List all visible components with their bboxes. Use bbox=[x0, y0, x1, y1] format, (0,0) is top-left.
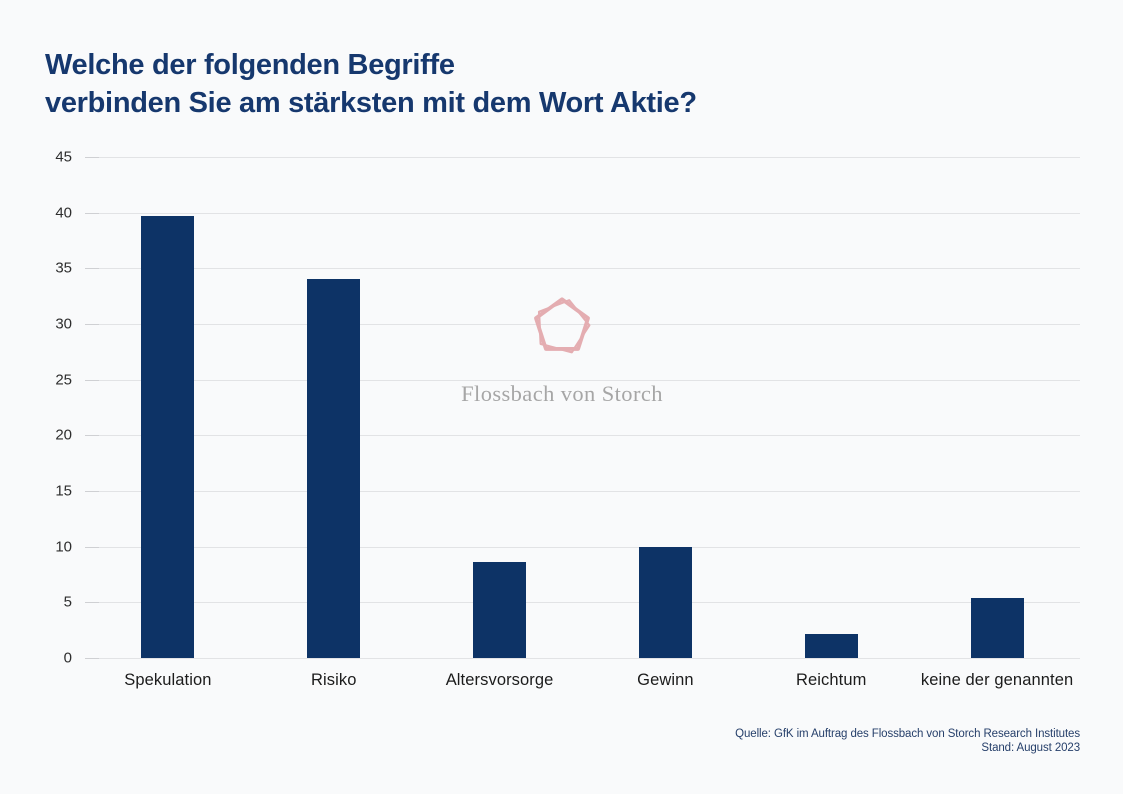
plot-area: Spekulation Risiko Altersvorsorge Gewinn Rei… bbox=[85, 157, 1080, 689]
y-tick-label: 25 bbox=[55, 371, 72, 389]
bar-gewinn bbox=[638, 546, 692, 658]
gridline-35 bbox=[85, 268, 1080, 270]
source-line-1: Quelle: GfK im Auftrag des Flossbach von… bbox=[735, 728, 1080, 740]
x-category-label-keine-der-genannten: keine der genannten bbox=[920, 671, 1074, 689]
y-tick-label: 15 bbox=[55, 482, 72, 500]
gridline-15 bbox=[85, 491, 1080, 492]
x-category-label-spekulation: Spekulation bbox=[124, 671, 212, 689]
y-tick-label: 30 bbox=[55, 315, 72, 333]
gridline-25 bbox=[85, 379, 1080, 381]
y-tick-label: 35 bbox=[55, 259, 72, 277]
x-category-label-risiko: Risiko bbox=[310, 671, 357, 689]
gridline-5 bbox=[85, 602, 1080, 604]
chart-title: Welche der folgenden Begriffe verbinden … bbox=[45, 46, 697, 122]
y-tick-label: 10 bbox=[55, 538, 72, 556]
gridline-20 bbox=[85, 435, 1080, 437]
x-category-label-altersvorsorge: Altersvorsorge bbox=[445, 671, 554, 689]
bar-spekulation bbox=[141, 216, 195, 658]
y-tick-label: 45 bbox=[55, 148, 72, 166]
bar-altersvorsorge bbox=[473, 562, 527, 658]
x-category-label-reichtum: Reichtum bbox=[796, 671, 867, 689]
y-tick-label: 40 bbox=[55, 204, 72, 222]
gridline-10 bbox=[85, 546, 1080, 548]
y-tick-label: 5 bbox=[63, 593, 72, 611]
gridline-45 bbox=[85, 157, 1080, 158]
y-axis-labels: 0 5 10 15 20 25 30 35 40 45 bbox=[30, 149, 72, 667]
gridline-0 bbox=[85, 658, 1080, 659]
source-note: Quelle: GfK im Auftrag des Flossbach von… bbox=[735, 727, 1080, 755]
x-category-label-gewinn: Gewinn bbox=[637, 671, 694, 689]
chart-title-line-1: Welche der folgenden Begriffe bbox=[45, 49, 455, 81]
bar-risiko bbox=[307, 279, 361, 658]
bar-reichtum bbox=[804, 633, 858, 658]
source-line-2: Stand: August 2023 bbox=[981, 742, 1080, 754]
y-tick-label: 20 bbox=[55, 426, 72, 444]
gridline-40 bbox=[85, 212, 1080, 214]
bar-keine-der-genannten bbox=[970, 597, 1024, 658]
y-tick-label: 0 bbox=[63, 649, 72, 667]
chart-title-line-2: verbinden Sie am stärksten mit dem Wort … bbox=[45, 87, 697, 119]
gridline-30 bbox=[85, 324, 1080, 325]
